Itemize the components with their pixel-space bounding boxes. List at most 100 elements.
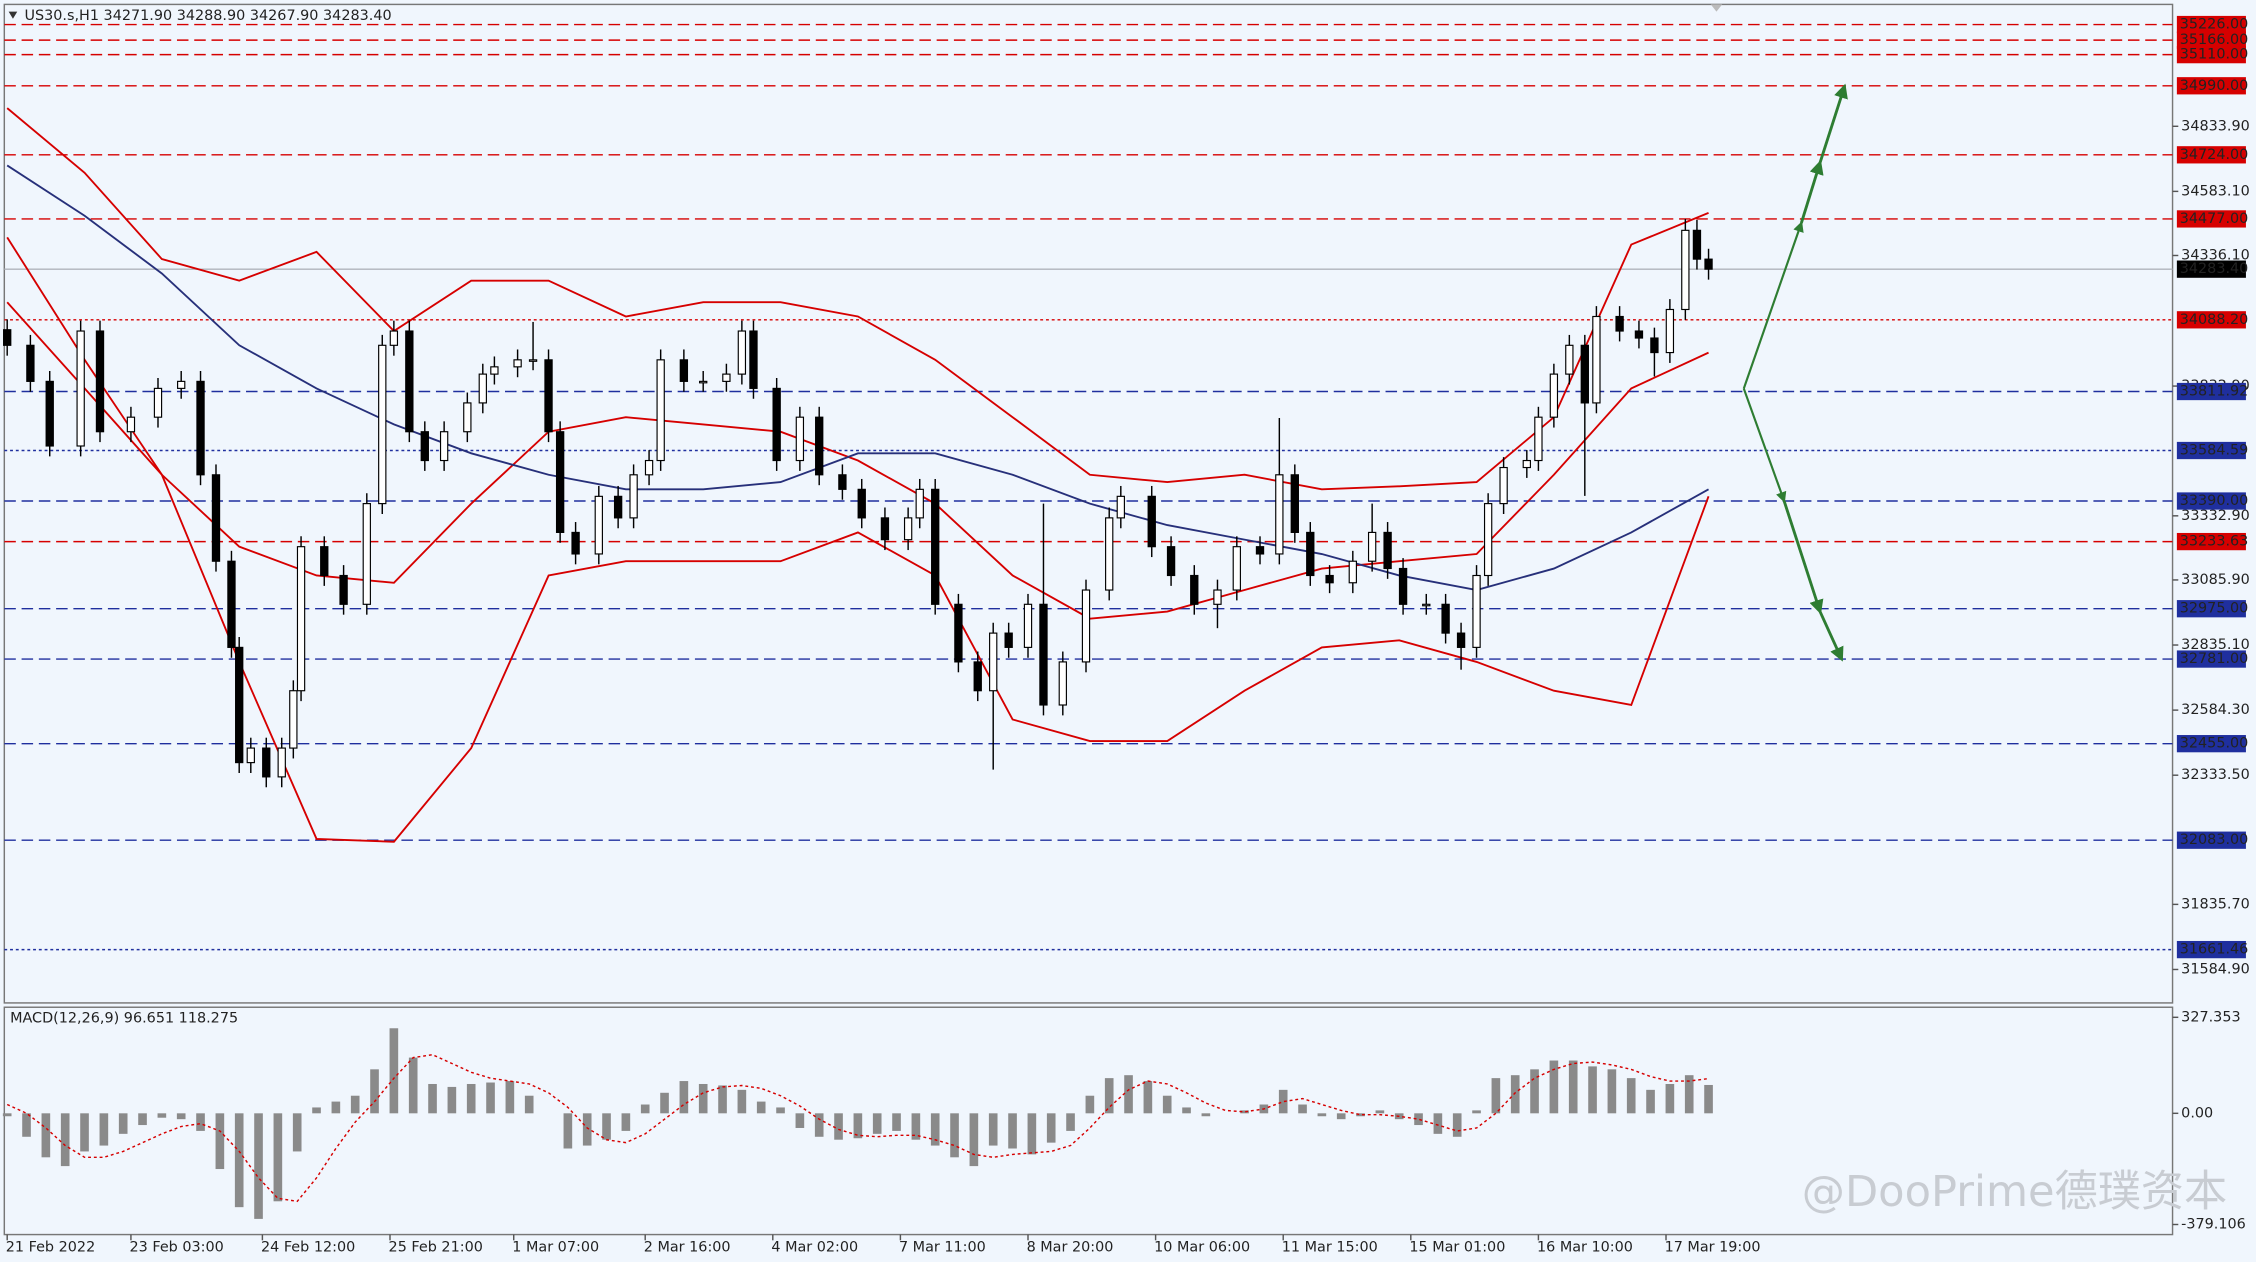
arrow [1818,83,1848,164]
level-label: 31661.46 [2180,942,2249,958]
macd-bar [1452,1113,1462,1137]
candle-body [389,330,399,346]
macd-bar [1066,1113,1075,1131]
y-tick-label: 33085.90 [2181,572,2250,588]
candle-body [76,330,85,447]
level-label: 33233.63 [2180,534,2249,550]
candle-body [378,344,387,505]
macd-bar [911,1113,921,1140]
macd-bar [563,1113,573,1149]
y-tick-label: 0.00 [2181,1105,2213,1121]
candle-body [490,366,499,375]
candle-body [679,359,689,382]
macd-bar [660,1092,669,1114]
macd-bar [834,1113,843,1140]
level-label: 33390.00 [2180,493,2249,509]
candle-body [289,690,298,749]
candle-body [95,330,105,433]
macd-bar [466,1083,476,1114]
candle-body [420,431,429,462]
macd-bar [1646,1089,1655,1114]
candle-body [262,747,271,778]
y-tick-label: -379.106 [2181,1216,2246,1232]
candle-body [1692,229,1702,260]
macd-bar [1510,1075,1520,1114]
macd-bar [892,1113,901,1131]
chart-title: US30.s,H1 34271.90 34288.90 34267.90 342… [24,8,391,24]
candle-body [1681,229,1690,311]
macd-bar [621,1113,631,1131]
level-label-box [2176,940,2246,959]
x-tick-label: 1 Mar 07:00 [512,1240,599,1256]
candle-body [613,495,623,519]
level-label-box [2176,735,2246,753]
arrow [1818,610,1844,662]
candle-body [1325,574,1334,584]
candle-body [1190,574,1199,605]
x-tick-label: 8 Mar 20:00 [1027,1240,1114,1256]
shift-marker [1710,4,1723,12]
x-tick-label: 23 Feb 03:00 [129,1240,223,1256]
macd-bar [853,1113,863,1139]
macd-bar [776,1107,785,1114]
level-label-box [2176,210,2246,228]
candle-body [1367,531,1377,562]
price-panel [3,3,2174,1004]
last-price-label: 34283.40 [2180,261,2249,277]
candle-body [1213,589,1222,605]
macd-bar [1298,1104,1307,1114]
candle-body [463,402,472,433]
level-label: 35166.00 [2180,32,2249,48]
candle-body [439,431,449,462]
macd-bar [196,1113,205,1131]
macd-bar [640,1104,650,1114]
level-label: 32083.00 [2180,832,2249,848]
macd-bar [1104,1078,1114,1114]
candle-body [1275,474,1284,555]
macd-bar [1317,1113,1327,1117]
candle-body [513,359,522,368]
macd-bar [1626,1078,1636,1114]
macd-bar [22,1113,31,1137]
candle-body [737,330,747,375]
signal-line [6,1053,1709,1203]
macd-bar [273,1113,283,1202]
x-tick-label: 24 Feb 12:00 [261,1240,355,1256]
candle-body [954,603,963,663]
candle-body [903,517,913,541]
macd-bar [176,1113,186,1120]
macd-bar [698,1083,708,1114]
candle-body [1116,495,1125,519]
macd-bar [679,1081,689,1114]
macd-bar [370,1069,379,1114]
y-tick-label: 32835.10 [2181,637,2250,653]
macd-bar [1588,1066,1597,1114]
candle-body [1615,315,1624,332]
macd-bar [118,1113,128,1134]
macd-bar [1684,1075,1694,1114]
macd-bar [99,1113,109,1146]
candle-body [1634,330,1644,339]
candle-body [277,747,286,778]
candle-body [749,330,758,389]
candle-body [1147,495,1156,548]
candle-body [1704,258,1713,270]
candle-body [1398,567,1408,605]
macd-bar [1607,1069,1617,1114]
candle-body [211,474,221,562]
candle-body [1105,517,1114,591]
candle-body [594,495,603,555]
candle-body [1081,589,1091,663]
level-label-box [2176,492,2246,510]
candle-body [153,387,163,418]
macd-bar [1027,1113,1037,1155]
macd-bar [1143,1081,1153,1114]
macd-bar [737,1089,747,1114]
candle-body [1565,344,1574,375]
level-label: 33811.92 [2180,384,2249,400]
macd-bar [486,1082,495,1114]
candle-body [362,503,371,605]
candle-body [126,416,136,433]
y-tick-label: 34833.90 [2181,118,2250,134]
